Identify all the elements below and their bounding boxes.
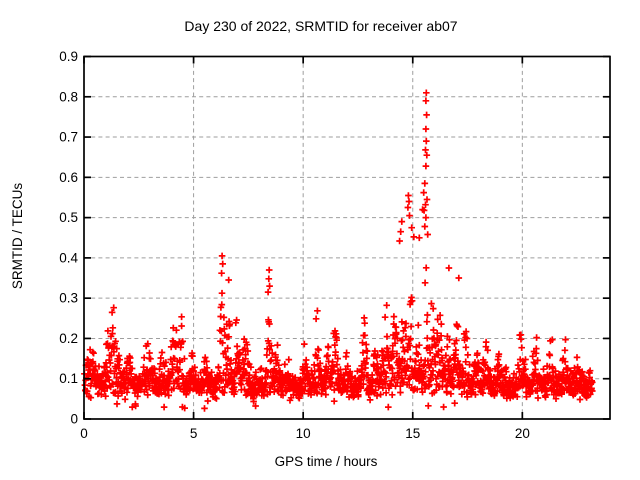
y-tick-label: 0.4	[59, 250, 78, 265]
x-axis-label: GPS time / hours	[275, 454, 378, 469]
x-tick-label: 10	[296, 426, 311, 441]
y-tick-label: 0.8	[59, 89, 78, 104]
y-tick-label: 0.7	[59, 130, 78, 145]
y-tick-label: 0.2	[59, 331, 78, 346]
x-tick-label: 5	[190, 426, 198, 441]
x-tick-label: 0	[80, 426, 88, 441]
y-tick-label: 0.6	[59, 170, 78, 185]
y-axis-label: SRMTID / TECUs	[10, 183, 25, 290]
y-tick-label: 0.9	[59, 49, 78, 64]
y-tick-label: 0.3	[59, 291, 78, 306]
y-tick-label: 0.1	[59, 371, 78, 386]
x-tick-label: 15	[405, 426, 420, 441]
scatter-points	[81, 89, 596, 412]
x-tick-label: 20	[515, 426, 530, 441]
tick-labels: 0 5 10 15 20 0 0.1 0.2 0.3 0.4 0.5 0.6 0.7 0.8 0.9	[59, 49, 530, 441]
y-tick-label: 0	[70, 412, 78, 427]
chart-title: Day 230 of 2022, SRMTID for receiver ab0…	[184, 18, 457, 34]
scatter-marker-path	[81, 89, 596, 412]
plot-border	[83, 55, 611, 420]
y-tick-label: 0.5	[59, 210, 78, 225]
axes-and-ticks	[83, 55, 611, 420]
